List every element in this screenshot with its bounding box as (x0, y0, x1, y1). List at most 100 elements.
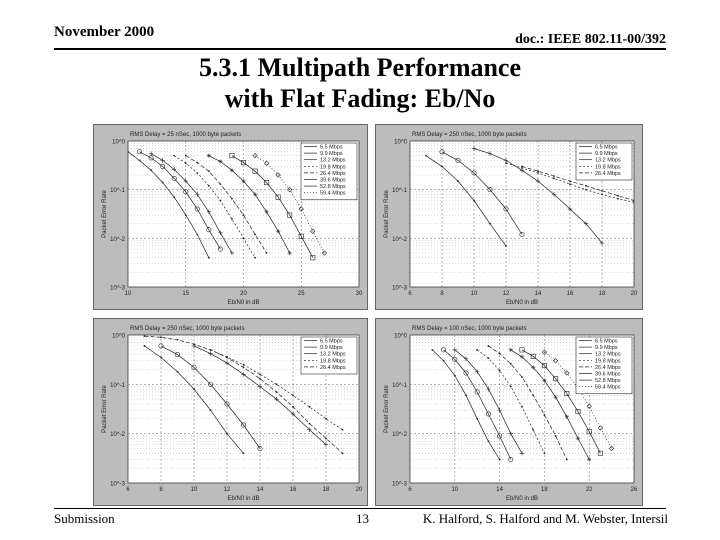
data-point (487, 440, 490, 443)
data-point (485, 411, 491, 417)
data-point (173, 154, 176, 157)
data-point (583, 221, 589, 226)
chart-3: 10^0 10^-1 10^-2 10^-36 8 10 12 14 16 18 20 RMS Del… (102, 326, 363, 502)
legend-label: 9.9 Mbps (320, 345, 343, 351)
data-point (160, 163, 166, 169)
data-point (617, 197, 619, 200)
footer-submission: Submission (54, 511, 115, 526)
legend-label: 59.4 Mbps (595, 385, 621, 391)
data-point (564, 391, 570, 397)
data-point (487, 151, 493, 156)
data-point (264, 209, 269, 215)
data-point (191, 364, 197, 370)
y-tick-label: 10^0 (112, 334, 125, 340)
y-tick-label: 10^-2 (392, 237, 407, 243)
data-point (441, 347, 447, 353)
series-group (143, 335, 344, 455)
data-point (254, 233, 256, 236)
data-point (569, 183, 571, 186)
data-point (542, 378, 547, 383)
data-point (196, 161, 199, 164)
data-point (457, 180, 459, 182)
data-point (497, 433, 503, 439)
data-point (257, 384, 263, 389)
x-tick-label: 8 (440, 291, 444, 297)
y-tick-label: 10^-3 (392, 482, 407, 488)
data-point (452, 356, 458, 362)
y-tick-label: 10^-2 (110, 432, 125, 438)
data-point (341, 428, 344, 431)
x-tick-label: 10 (451, 487, 458, 493)
legend-box (575, 336, 633, 395)
y-tick-label: 10^0 (394, 334, 407, 340)
series-line (441, 151, 523, 235)
data-point (487, 357, 490, 360)
x-tick-label: 6 (126, 487, 130, 493)
data-point (431, 348, 434, 351)
data-point (521, 165, 523, 168)
data-point (275, 229, 281, 234)
data-point (509, 385, 512, 388)
data-point (521, 405, 523, 408)
data-point (207, 170, 210, 173)
chart-4: 10^0 10^-1 10^-2 10^-36 10 14 18 22 26 RMS Delay … (384, 326, 638, 502)
chart-title: RMS Delay = 250 nSec, 1000 byte packets (130, 326, 245, 332)
data-point (176, 370, 179, 373)
data-point (505, 162, 507, 165)
data-point (195, 192, 200, 197)
data-point (207, 184, 210, 187)
header-rule (54, 48, 666, 50)
data-point (569, 180, 571, 182)
data-point (564, 414, 569, 419)
data-point (298, 206, 304, 212)
data-point (183, 178, 188, 184)
legend-label: 13.2 Mbps (320, 158, 346, 164)
data-point (275, 383, 278, 386)
legend-label: 39.6 Mbps (595, 372, 621, 378)
data-point (541, 363, 547, 369)
data-point (508, 456, 514, 462)
data-point (218, 159, 223, 164)
data-point (264, 180, 270, 186)
data-point (487, 345, 490, 347)
data-point (519, 354, 525, 360)
data-point (148, 151, 154, 156)
series-line (160, 345, 261, 449)
data-point (290, 411, 296, 417)
data-point (310, 228, 316, 234)
data-point (633, 201, 634, 204)
data-point (498, 352, 501, 355)
x-tick-label: 26 (631, 487, 638, 493)
y-axis-label: Packet Error Rate (102, 384, 108, 432)
y-tick-label: 10^-2 (110, 237, 125, 243)
data-point (242, 366, 245, 369)
legend-label: 19.8 Mbps (320, 164, 346, 170)
x-tick-label: 18 (599, 291, 606, 297)
data-point (252, 168, 258, 174)
data-point (471, 170, 477, 176)
legend-label: 13.2 Mbps (595, 352, 621, 358)
y-axis-label: Packet Error Rate (384, 384, 390, 432)
data-point (553, 177, 555, 180)
data-point (473, 199, 475, 202)
data-point (521, 376, 523, 379)
data-point (241, 160, 247, 166)
x-tick-label: 12 (503, 291, 510, 297)
data-point (241, 372, 246, 377)
series-group (128, 149, 327, 261)
data-point (552, 358, 559, 364)
series-line (185, 155, 267, 254)
legend-label: 9.9 Mbps (595, 345, 618, 351)
series-line (443, 349, 512, 460)
data-point (551, 192, 557, 197)
chart-panel-3: 10^0 10^-1 10^-2 10^-3 6 8 10 12 14 16 18 20 RMS Del… (93, 318, 368, 506)
footer-rule (54, 508, 666, 509)
data-point (219, 183, 222, 186)
data-point (143, 335, 146, 337)
data-point (537, 170, 539, 173)
series-line (505, 162, 634, 203)
data-point (275, 391, 278, 393)
data-point (617, 194, 619, 197)
y-tick-label: 10^-1 (392, 188, 407, 194)
data-point (224, 401, 230, 407)
